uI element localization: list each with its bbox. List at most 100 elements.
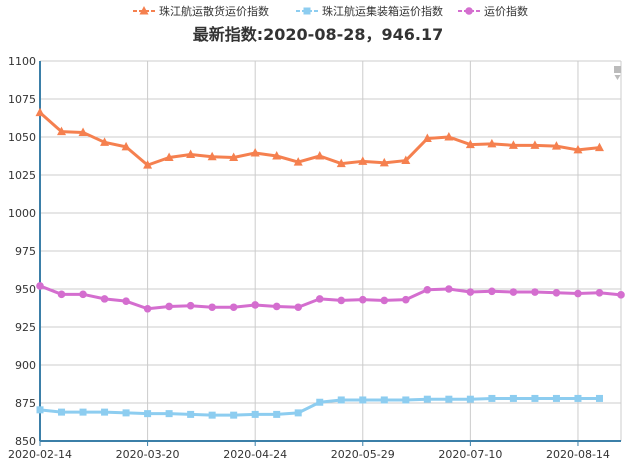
data-point[interactable] [402, 295, 410, 304]
data-point[interactable] [186, 149, 196, 158]
data-point[interactable] [79, 290, 87, 299]
data-point[interactable] [336, 158, 346, 168]
data-point[interactable] [315, 295, 324, 303]
data-point[interactable] [36, 406, 44, 414]
data-point[interactable] [488, 287, 496, 296]
data-point[interactable] [229, 303, 238, 312]
data-point[interactable] [187, 410, 195, 418]
legend-marker [303, 7, 311, 15]
data-point[interactable] [272, 302, 281, 311]
data-point[interactable] [488, 394, 496, 402]
data-point[interactable] [445, 285, 453, 293]
data-point[interactable] [466, 288, 475, 296]
data-point[interactable] [509, 288, 518, 296]
data-point[interactable] [423, 285, 432, 294]
data-point[interactable] [380, 296, 389, 305]
data-point[interactable] [594, 142, 604, 152]
data-point[interactable] [337, 296, 346, 305]
data-point[interactable] [293, 157, 303, 166]
series-1 [35, 107, 604, 169]
data-point[interactable] [380, 396, 388, 404]
data-point[interactable] [595, 394, 603, 402]
data-point[interactable] [35, 107, 45, 117]
data-point[interactable] [551, 141, 561, 150]
data-point[interactable] [165, 410, 173, 418]
data-point[interactable] [573, 144, 583, 154]
data-point[interactable] [250, 147, 260, 157]
y-tick-label: 1025 [8, 169, 36, 182]
data-point[interactable] [100, 137, 110, 146]
data-point[interactable] [230, 411, 238, 419]
data-point[interactable] [401, 155, 411, 165]
data-point[interactable] [466, 395, 474, 403]
data-point[interactable] [121, 141, 131, 151]
data-point[interactable] [208, 411, 216, 419]
data-point[interactable] [294, 303, 303, 312]
data-point[interactable] [79, 408, 87, 416]
data-point[interactable] [530, 140, 540, 149]
data-point[interactable] [144, 410, 152, 418]
data-point[interactable] [57, 126, 67, 136]
data-point[interactable] [165, 302, 173, 311]
data-point[interactable] [487, 138, 497, 148]
data-point[interactable] [251, 410, 259, 418]
data-point[interactable] [100, 295, 109, 303]
legend-marker [465, 7, 473, 15]
y-tick-label: 975 [15, 245, 36, 258]
legend-label: 运价指数 [484, 4, 528, 18]
data-point[interactable] [122, 409, 130, 417]
data-point[interactable] [101, 408, 109, 416]
data-point[interactable] [617, 291, 625, 299]
data-point[interactable] [423, 395, 431, 403]
data-point[interactable] [574, 289, 582, 298]
legend-item[interactable]: 运价指数 [458, 4, 528, 18]
data-point[interactable] [359, 396, 367, 404]
data-point[interactable] [422, 133, 432, 143]
data-point[interactable] [509, 394, 517, 402]
data-point[interactable] [531, 394, 539, 402]
data-point[interactable] [186, 301, 195, 310]
data-point[interactable] [58, 408, 66, 416]
series-3 [36, 282, 625, 313]
data-point[interactable] [122, 297, 130, 305]
data-point[interactable] [552, 289, 561, 297]
data-point[interactable] [294, 409, 302, 417]
legend-item[interactable]: 珠江航运散货运价指数 [133, 4, 269, 18]
data-point[interactable] [273, 410, 281, 418]
data-point[interactable] [207, 151, 217, 161]
data-point[interactable] [595, 289, 604, 297]
data-point[interactable] [379, 157, 389, 167]
data-point[interactable] [251, 301, 259, 309]
restore-icon[interactable] [614, 66, 621, 80]
data-point[interactable] [272, 151, 282, 160]
data-point[interactable] [78, 127, 88, 136]
data-point[interactable] [402, 396, 410, 404]
data-point[interactable] [36, 282, 44, 290]
data-point[interactable] [531, 288, 539, 296]
data-point[interactable] [358, 156, 368, 165]
data-point[interactable] [143, 304, 152, 313]
data-point[interactable] [229, 152, 239, 162]
data-point[interactable] [57, 290, 66, 299]
legend-item[interactable]: 珠江航运集装箱运价指数 [296, 4, 443, 18]
y-tick-label: 950 [15, 283, 36, 296]
data-point[interactable] [508, 140, 518, 149]
y-tick-label: 1000 [8, 207, 36, 220]
data-point[interactable] [143, 160, 153, 169]
data-point[interactable] [315, 151, 325, 160]
data-point[interactable] [552, 394, 560, 402]
y-tick-label: 925 [15, 321, 36, 334]
x-tick-label: 2020-07-10 [438, 448, 502, 461]
data-point[interactable] [164, 152, 174, 162]
data-point[interactable] [445, 395, 453, 403]
data-point[interactable] [465, 139, 475, 149]
data-point[interactable] [337, 396, 345, 404]
data-point[interactable] [574, 394, 582, 402]
legend[interactable]: 珠江航运散货运价指数 珠江航运集装箱运价指数 运价指数 [133, 4, 528, 18]
data-point[interactable] [316, 398, 324, 406]
data-point[interactable] [444, 132, 454, 141]
data-point[interactable] [208, 303, 216, 312]
data-point[interactable] [358, 295, 367, 304]
x-tick-label: 2020-05-29 [331, 448, 395, 461]
